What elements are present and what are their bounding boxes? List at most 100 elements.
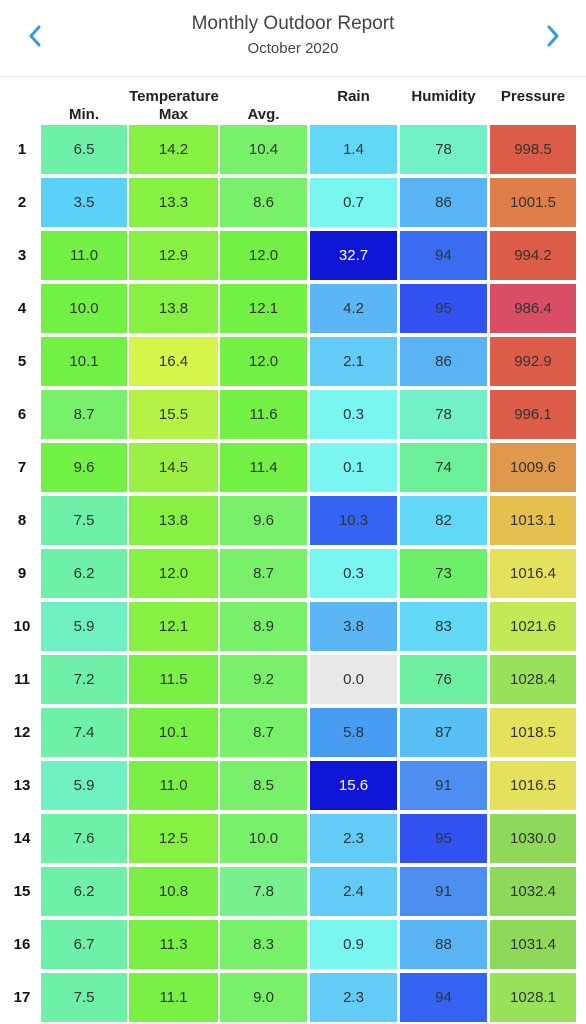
previous-month-button[interactable] bbox=[20, 18, 50, 54]
row-label-day: 9 bbox=[17, 565, 27, 582]
cell-min: 6.2 bbox=[41, 867, 127, 916]
row-label-day: 17 bbox=[13, 989, 31, 1006]
cell-rain: 32.7 bbox=[310, 231, 397, 280]
cell-pressure: 992.9 bbox=[490, 337, 576, 386]
cell-max: 12.9 bbox=[129, 231, 218, 280]
cell-avg: 7.8 bbox=[220, 867, 307, 916]
cell-min: 8.7 bbox=[41, 390, 127, 439]
cell-avg: 8.6 bbox=[220, 178, 307, 227]
cell-avg: 12.1 bbox=[220, 284, 307, 333]
cell-min: 7.4 bbox=[41, 708, 127, 757]
column-header-avg: Avg. bbox=[247, 106, 280, 123]
cell-pressure: 1030.0 bbox=[490, 814, 576, 863]
column-header-rain: Rain bbox=[337, 88, 370, 105]
cell-min: 10.1 bbox=[41, 337, 127, 386]
cell-humidity: 95 bbox=[400, 814, 487, 863]
cell-min: 5.9 bbox=[41, 602, 127, 651]
cell-rain: 15.6 bbox=[310, 761, 397, 810]
row-label-day: 10 bbox=[13, 618, 31, 635]
row-label-day: 11 bbox=[14, 671, 30, 688]
next-month-button[interactable] bbox=[538, 18, 568, 54]
cell-avg: 11.4 bbox=[220, 443, 307, 492]
column-header-max: Max bbox=[158, 106, 189, 123]
cell-rain: 3.8 bbox=[310, 602, 397, 651]
cell-pressure: 1032.4 bbox=[490, 867, 576, 916]
row-label-day: 5 bbox=[17, 353, 27, 370]
cell-max: 12.1 bbox=[129, 602, 218, 651]
cell-rain: 4.2 bbox=[310, 284, 397, 333]
cell-pressure: 1028.4 bbox=[490, 655, 576, 704]
row-label-day: 15 bbox=[13, 883, 31, 900]
cell-avg: 9.2 bbox=[220, 655, 307, 704]
row-label-day: 7 bbox=[17, 459, 27, 476]
cell-humidity: 78 bbox=[400, 390, 487, 439]
row-label-day: 13 bbox=[13, 777, 31, 794]
cell-avg: 11.6 bbox=[220, 390, 307, 439]
row-label-day: 14 bbox=[13, 830, 31, 847]
cell-min: 7.6 bbox=[41, 814, 127, 863]
cell-humidity: 73 bbox=[400, 549, 487, 598]
cell-humidity: 95 bbox=[400, 284, 487, 333]
cell-pressure: 1031.4 bbox=[490, 920, 576, 969]
cell-min: 9.6 bbox=[41, 443, 127, 492]
cell-humidity: 91 bbox=[400, 761, 487, 810]
cell-rain: 0.7 bbox=[310, 178, 397, 227]
cell-rain: 10.3 bbox=[310, 496, 397, 545]
cell-max: 13.8 bbox=[129, 284, 218, 333]
cell-min: 5.9 bbox=[41, 761, 127, 810]
cell-max: 12.0 bbox=[129, 549, 218, 598]
cell-avg: 9.6 bbox=[220, 496, 307, 545]
cell-max: 11.0 bbox=[129, 761, 218, 810]
cell-pressure: 1013.1 bbox=[490, 496, 576, 545]
cell-rain: 0.3 bbox=[310, 390, 397, 439]
cell-max: 13.3 bbox=[129, 178, 218, 227]
cell-pressure: 1016.4 bbox=[490, 549, 576, 598]
column-header-min: Min. bbox=[69, 106, 99, 123]
cell-max: 13.8 bbox=[129, 496, 218, 545]
row-label-day: 16 bbox=[13, 936, 31, 953]
cell-avg: 8.7 bbox=[220, 549, 307, 598]
column-header-pressure: Pressure bbox=[500, 88, 566, 105]
column-header-humidity: Humidity bbox=[411, 88, 476, 105]
cell-max: 11.5 bbox=[129, 655, 218, 704]
cell-avg: 10.4 bbox=[220, 125, 307, 174]
cell-humidity: 88 bbox=[400, 920, 487, 969]
cell-rain: 2.3 bbox=[310, 814, 397, 863]
chevron-right-icon bbox=[547, 25, 559, 47]
cell-min: 10.0 bbox=[41, 284, 127, 333]
row-label-day: 12 bbox=[13, 724, 31, 741]
cell-max: 10.8 bbox=[129, 867, 218, 916]
row-label-day: 8 bbox=[17, 512, 27, 529]
page-title: Monthly Outdoor Report bbox=[191, 13, 395, 34]
cell-humidity: 91 bbox=[400, 867, 487, 916]
cell-max: 15.5 bbox=[129, 390, 218, 439]
cell-max: 14.5 bbox=[129, 443, 218, 492]
column-header-temperature-group: Temperature bbox=[129, 88, 219, 105]
cell-rain: 0.0 bbox=[310, 655, 397, 704]
cell-min: 7.5 bbox=[41, 496, 127, 545]
cell-avg: 8.3 bbox=[220, 920, 307, 969]
row-label-day: 6 bbox=[17, 406, 27, 423]
cell-pressure: 1018.5 bbox=[490, 708, 576, 757]
cell-humidity: 86 bbox=[400, 178, 487, 227]
cell-avg: 9.0 bbox=[220, 973, 307, 1022]
cell-rain: 2.1 bbox=[310, 337, 397, 386]
cell-min: 6.5 bbox=[41, 125, 127, 174]
row-label-day: 4 bbox=[17, 300, 27, 317]
cell-pressure: 986.4 bbox=[490, 284, 576, 333]
cell-min: 11.0 bbox=[41, 231, 127, 280]
cell-rain: 5.8 bbox=[310, 708, 397, 757]
cell-avg: 12.0 bbox=[220, 337, 307, 386]
cell-max: 16.4 bbox=[129, 337, 218, 386]
cell-rain: 0.3 bbox=[310, 549, 397, 598]
cell-avg: 8.7 bbox=[220, 708, 307, 757]
cell-max: 12.5 bbox=[129, 814, 218, 863]
cell-max: 11.3 bbox=[129, 920, 218, 969]
cell-pressure: 1028.1 bbox=[490, 973, 576, 1022]
cell-humidity: 82 bbox=[400, 496, 487, 545]
cell-humidity: 94 bbox=[400, 973, 487, 1022]
cell-avg: 12.0 bbox=[220, 231, 307, 280]
cell-pressure: 994.2 bbox=[490, 231, 576, 280]
row-label-day: 3 bbox=[17, 247, 27, 264]
cell-pressure: 1009.6 bbox=[490, 443, 576, 492]
